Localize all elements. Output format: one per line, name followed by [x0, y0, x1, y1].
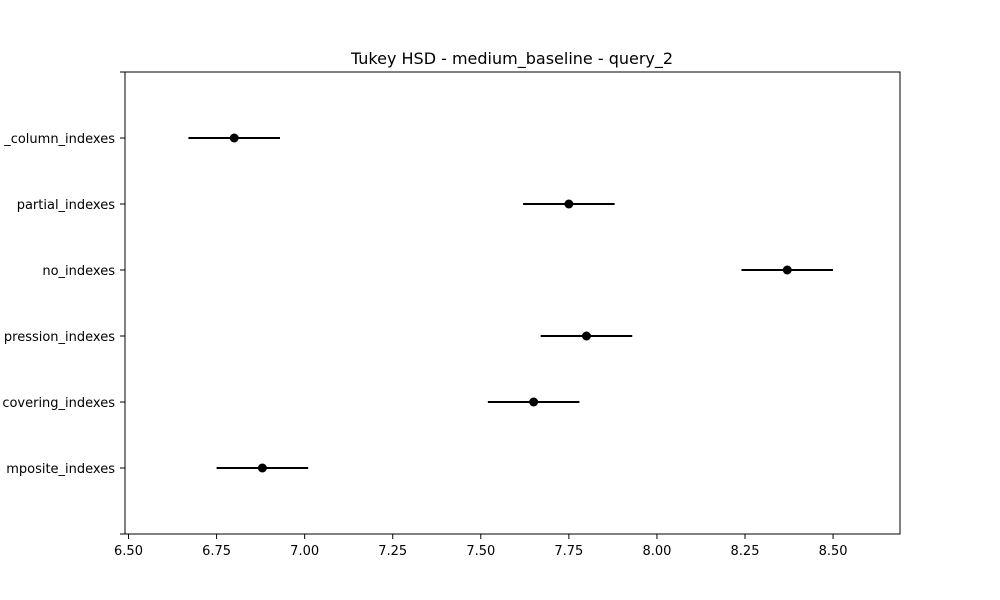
y-axis: _column_indexes partial_indexes no_indexes… — [2, 71, 125, 535]
y-tick-label: pression_indexes — [4, 330, 115, 345]
data-marks — [188, 133, 834, 473]
plot-frame — [124, 71, 901, 535]
y-tick-label: partial_indexes — [17, 198, 116, 213]
mean-point — [564, 199, 574, 209]
x-tick-label: 7.25 — [378, 544, 407, 559]
x-tick-label: 7.75 — [554, 544, 583, 559]
x-tick-label: 6.75 — [202, 544, 231, 559]
mean-point — [581, 331, 591, 341]
y-tick-label: no_indexes — [42, 264, 115, 279]
x-tick-label: 6.50 — [114, 544, 143, 559]
mean-point — [229, 133, 239, 143]
y-tick-label: covering_indexes — [2, 396, 115, 411]
x-tick-label: 8.50 — [819, 544, 848, 559]
mean-point — [529, 397, 539, 407]
y-tick-label: mposite_indexes — [6, 462, 115, 477]
y-tick-label: _column_indexes — [3, 132, 115, 147]
x-tick-label: 7.00 — [290, 544, 319, 559]
x-tick-label: 8.25 — [731, 544, 760, 559]
x-axis: 6.50 6.75 7.00 7.25 7.50 7.75 8.00 8.25 8.50 — [114, 534, 848, 559]
x-tick-label: 8.00 — [642, 544, 671, 559]
mean-point — [782, 265, 792, 275]
chart-title: Tukey HSD - medium_baseline - query_2 — [350, 49, 673, 69]
x-tick-label: 7.50 — [466, 544, 495, 559]
mean-point — [257, 463, 267, 473]
